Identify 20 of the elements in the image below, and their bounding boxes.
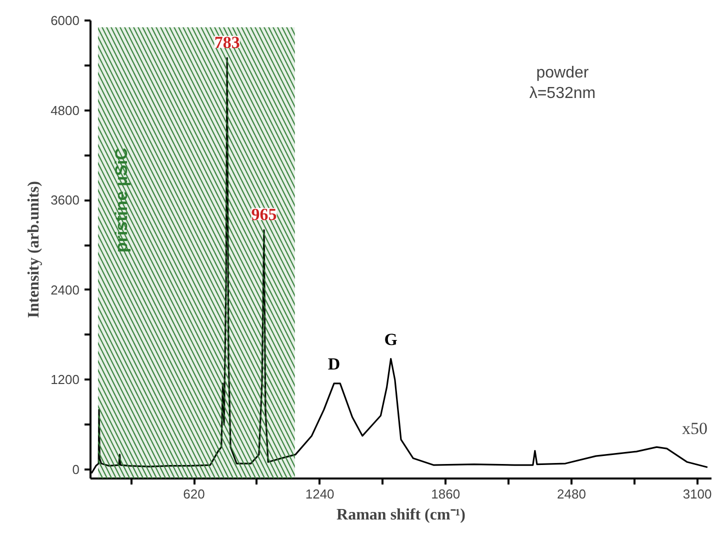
x-tick-label: 3100: [682, 486, 712, 502]
y-axis-title: Intensity (arb.units): [26, 181, 43, 318]
x-tick-label: 2480: [557, 486, 586, 502]
annotation: G: [384, 330, 398, 349]
annotation: D: [328, 354, 340, 374]
annotation: 783: [214, 32, 240, 52]
y-tick-label: 0: [72, 462, 80, 478]
y-tick-label: 6000: [50, 13, 80, 28]
y-tick-label: 3600: [50, 192, 80, 208]
x-tick-label: 620: [183, 486, 205, 502]
band-label: pristine μSiC: [112, 148, 132, 253]
y-tick-label: 2400: [50, 282, 80, 298]
x-tick-label: 1240: [305, 486, 334, 502]
x-axis-title: Raman shift (cm⁻¹): [336, 506, 466, 524]
annotation: powder λ=532nm: [529, 64, 596, 102]
y-tick-label: 1200: [50, 372, 80, 388]
annotation: 965: [251, 205, 277, 224]
x-tick-label: 1860: [431, 486, 460, 502]
annotation: x50: [682, 419, 708, 438]
y-tick-label: 4800: [50, 102, 80, 118]
